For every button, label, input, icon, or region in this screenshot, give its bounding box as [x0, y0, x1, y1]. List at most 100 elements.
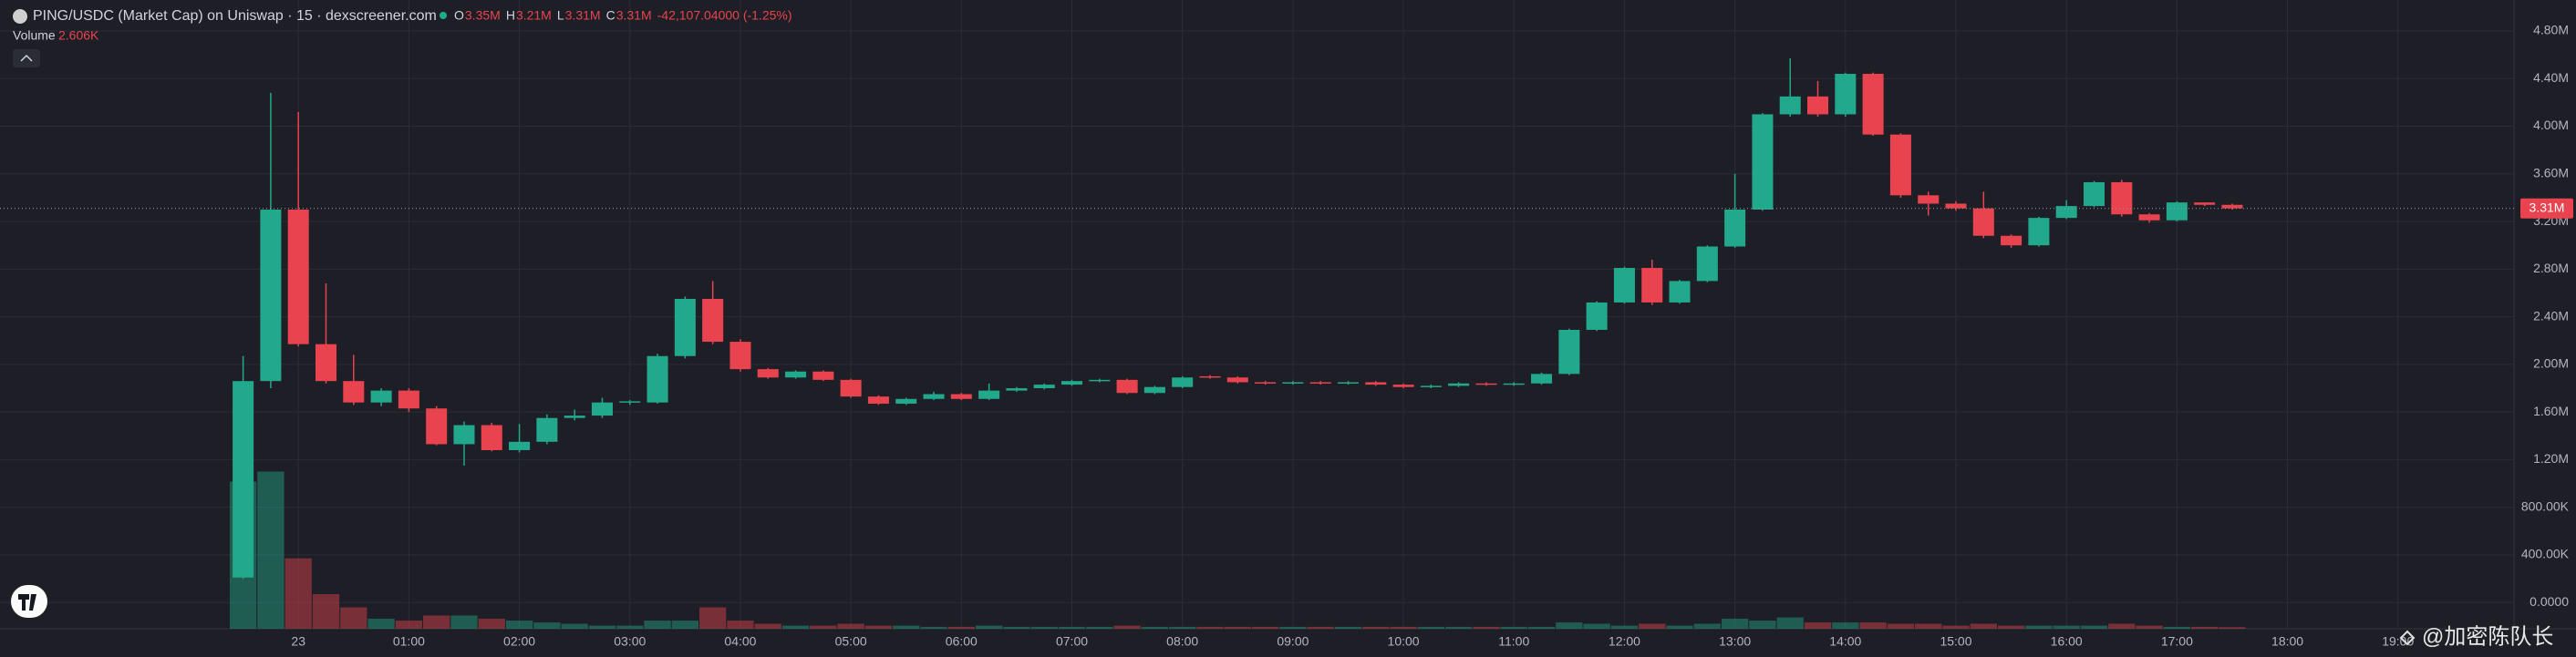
candle-body — [1641, 268, 1663, 303]
volume-bar — [947, 626, 975, 629]
candle-body — [923, 394, 945, 399]
volume-bar — [1666, 625, 1693, 629]
volume-bar — [312, 594, 340, 629]
candle-body — [1226, 377, 1248, 383]
candle-body — [2083, 181, 2105, 207]
last-price-label: 3.31M — [2529, 200, 2565, 214]
volume-bar — [588, 625, 616, 629]
ohlc-key: H — [506, 8, 515, 23]
candle-body — [1503, 383, 1525, 385]
candle-body — [536, 417, 558, 442]
volume-bar — [1749, 621, 1776, 629]
volume-bar — [1307, 626, 1334, 629]
y-tick-label: 2.80M — [2533, 261, 2569, 275]
candle-body — [1448, 383, 1470, 386]
candle-body — [1392, 385, 1414, 387]
candle-body — [1143, 386, 1165, 394]
candle-body — [2001, 235, 2023, 246]
collapse-icon — [20, 54, 33, 62]
volume-bar — [1693, 623, 1721, 629]
candle-body — [674, 299, 696, 356]
volume-bar — [893, 625, 920, 629]
candle-body — [812, 371, 834, 380]
volume-bar — [1058, 626, 1086, 629]
volume-bar — [1141, 626, 1169, 629]
watermark-icon — [2399, 630, 2416, 646]
candle-body — [1889, 134, 1911, 196]
volume-bar — [1473, 626, 1500, 629]
candle-body — [1835, 74, 1857, 115]
volume-bar — [2053, 625, 2080, 629]
volume-bar — [1279, 626, 1307, 629]
y-tick-label: 4.80M — [2533, 23, 2569, 37]
volume-bar — [1776, 617, 1804, 629]
volume-bar — [1445, 626, 1473, 629]
candle-body — [757, 369, 779, 378]
candle-body — [287, 210, 309, 344]
volume-bar — [920, 626, 947, 629]
candle-body — [895, 398, 917, 405]
volume-bar — [505, 621, 533, 629]
candle-body — [1807, 96, 1829, 115]
candle-body — [1586, 302, 1608, 330]
x-tick-label: 05:00 — [835, 634, 867, 649]
tv-logo[interactable] — [11, 585, 47, 618]
volume-bar — [2025, 625, 2053, 629]
volume-bar — [1804, 622, 1832, 629]
candle-body — [1918, 195, 1940, 204]
volume-bar — [1196, 626, 1224, 629]
volume-bar — [727, 621, 754, 629]
candle-body — [564, 416, 585, 418]
candle-body — [1006, 388, 1028, 391]
y-tick-label: 400.00K — [2521, 547, 2570, 561]
x-tick-label: 02:00 — [503, 634, 535, 649]
candle-body — [1475, 383, 1497, 385]
candle-body — [2111, 181, 2133, 215]
candle-body — [481, 425, 502, 450]
volume-bar — [1086, 626, 1113, 629]
volume-bar — [2191, 626, 2219, 629]
candle-body — [702, 299, 724, 343]
volume-bar — [2080, 625, 2108, 629]
volume-bar — [864, 625, 893, 629]
chart-title: PING/USDC (Market Cap) on Uniswap · 15 ·… — [33, 8, 437, 24]
candle-body — [1531, 374, 1553, 384]
candle-body — [1945, 203, 1967, 209]
candle-body — [1613, 268, 1635, 303]
y-tick-label: 3.60M — [2533, 165, 2569, 180]
x-tick-label: 04:00 — [724, 634, 756, 649]
volume-bar — [1610, 625, 1639, 629]
x-tick-label: 06:00 — [946, 634, 978, 649]
volume-bar — [1334, 626, 1362, 629]
x-tick-label: 19:00 — [2382, 634, 2414, 649]
ohlc-key: C — [606, 8, 616, 23]
candle-body — [370, 390, 392, 403]
candle-body — [1669, 281, 1691, 303]
volume-bar — [1721, 618, 1749, 629]
candle-body — [1199, 375, 1221, 378]
volume-bar — [1832, 622, 1859, 629]
tv-logo-mark — [18, 594, 36, 611]
candle-body — [1033, 385, 1055, 389]
candle-body — [1337, 382, 1359, 384]
ohlc-value: 3.35M — [465, 8, 501, 23]
x-tick-label: 15:00 — [1940, 634, 1971, 649]
volume-bar — [2108, 623, 2136, 629]
ohlc-legend: O 3.35M H 3.21M L 3.31M C 3.31M -42,107.04000 (-… — [454, 8, 792, 23]
volume-bar — [975, 625, 1003, 629]
candle-body — [2194, 202, 2216, 205]
volume-bar — [395, 621, 423, 629]
candle-body — [1724, 210, 1746, 247]
candle-body — [1972, 208, 1994, 236]
collapse-button[interactable] — [13, 49, 40, 67]
candle-body — [867, 396, 889, 405]
candle-body — [1779, 96, 1801, 115]
volume-bar — [699, 607, 727, 629]
x-tick-label: 08:00 — [1166, 634, 1198, 649]
candle-body — [1365, 382, 1387, 385]
x-tick-label: 13:00 — [1719, 634, 1751, 649]
x-tick-label: 07:00 — [1056, 634, 1088, 649]
ohlc-change: -42,107.04000 (-1.25%) — [657, 8, 792, 23]
candle-body — [1089, 379, 1111, 382]
volume-bar — [1003, 626, 1030, 629]
